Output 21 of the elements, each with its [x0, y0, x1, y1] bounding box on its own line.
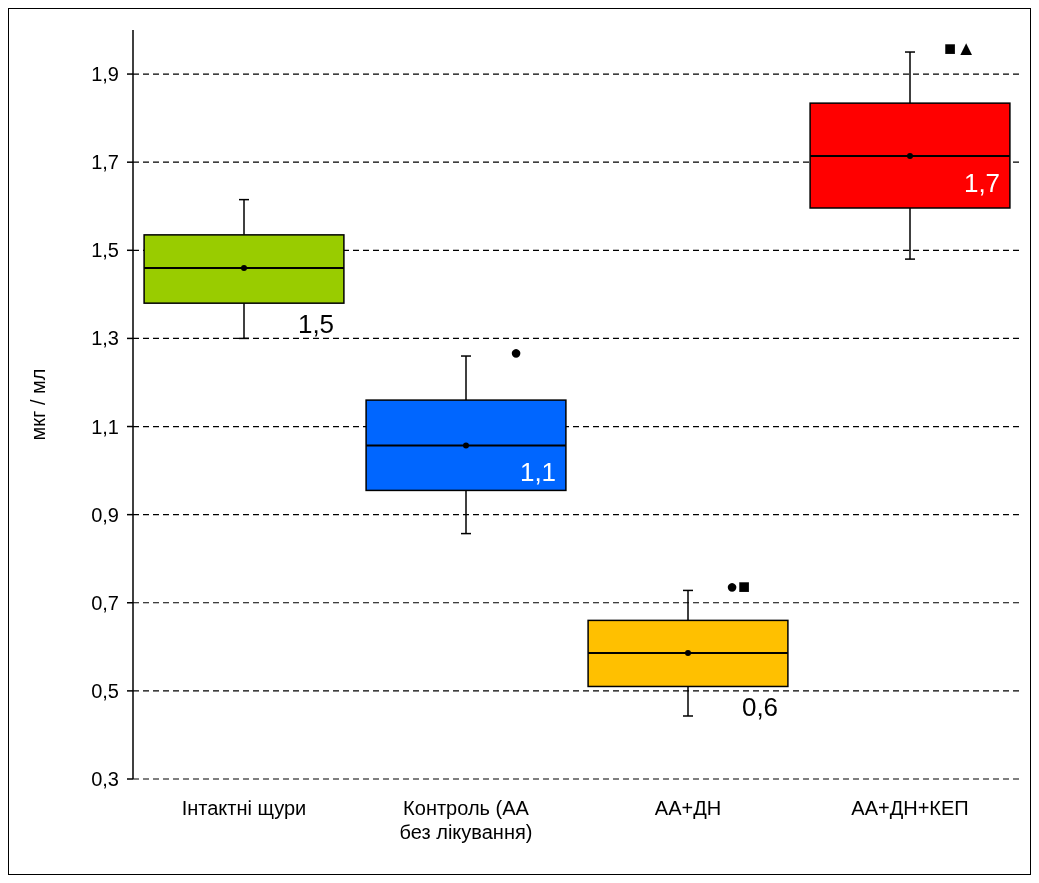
x-tick-label: Інтактні щури: [181, 797, 307, 819]
annotation: ●■: [725, 575, 751, 598]
y-tick-label: 0,5: [91, 679, 119, 702]
y-axis-title: мкг / мл: [27, 368, 49, 441]
x-tick-label: АА+ДН: [654, 797, 722, 819]
annotation: ■▲: [944, 37, 976, 60]
y-tick-label: 0,9: [91, 503, 119, 526]
y-tick-label: 1,3: [91, 327, 119, 350]
annotation: ●: [509, 341, 523, 364]
y-tick-label: 1,5: [91, 239, 119, 262]
y-tick-label: 1,7: [91, 151, 119, 174]
annotation: 1,7: [963, 168, 1001, 199]
x-tick-label: Контроль (АА без лікування): [399, 797, 533, 843]
y-tick-label: 1,1: [91, 415, 119, 438]
y-tick-label: 0,3: [91, 768, 119, 790]
annotation: 0,6: [741, 692, 779, 723]
y-tick-label: 1,9: [91, 63, 119, 86]
y-tick-label: 0,7: [91, 591, 119, 614]
annotation: 1,5: [297, 309, 335, 340]
annotation: 1,1: [519, 457, 557, 488]
x-tick-label: АА+ДН+КЕП: [851, 797, 969, 819]
